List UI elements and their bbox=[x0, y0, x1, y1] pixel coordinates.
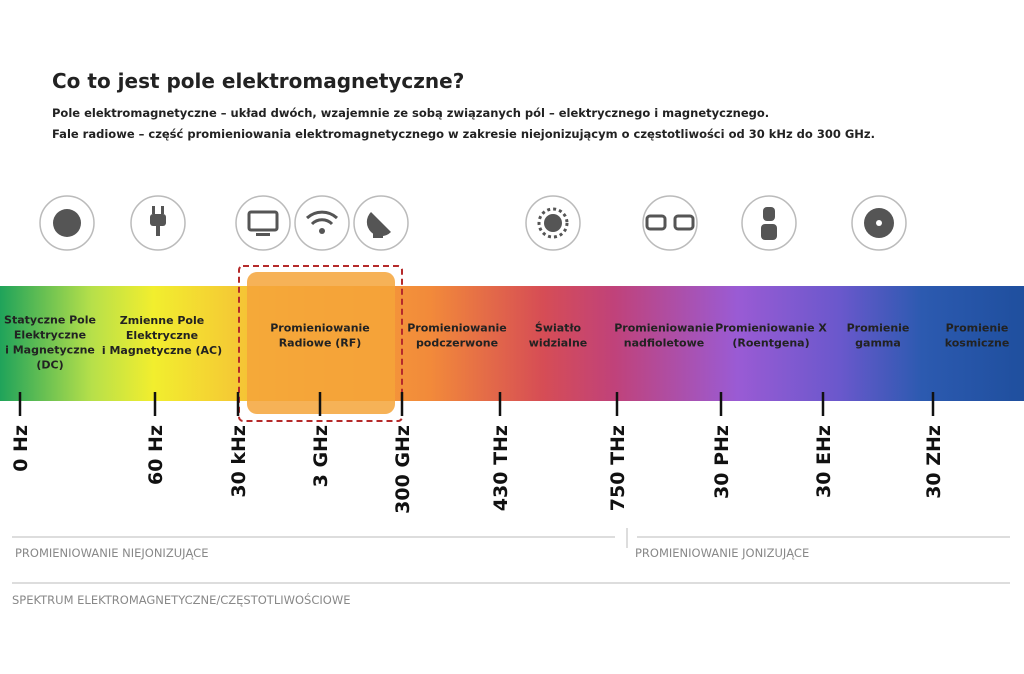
band-label: Elektryczne bbox=[14, 329, 86, 342]
band-label: Promieniowanie X bbox=[715, 322, 827, 335]
rf-frame bbox=[238, 265, 403, 422]
band-label: Promieniowanie bbox=[407, 322, 507, 335]
frequency-label: 430 THz bbox=[490, 425, 512, 511]
band-label: Światło bbox=[535, 322, 582, 335]
band-label: Promienie bbox=[946, 322, 1009, 335]
frequency-label: 60 Hz bbox=[145, 425, 167, 485]
frequency-label: 30 EHz bbox=[813, 425, 835, 498]
frequency-label: 300 GHz bbox=[392, 425, 414, 514]
band-label: podczerwone bbox=[416, 337, 498, 350]
band-label: Statyczne Pole bbox=[4, 314, 96, 327]
band-label: kosmiczne bbox=[945, 337, 1010, 350]
range-label: PROMIENIOWANIE NIEJONIZUJĄCE bbox=[15, 546, 208, 560]
subtitle: Pole elektromagnetyczne – układ dwóch, w… bbox=[52, 106, 769, 120]
band-label: Zmienne Pole bbox=[120, 314, 204, 327]
frequency-ticks: 0 Hz 60 Hz 30 kHz 3 GHz 300 GHz 430 THz 750 TH… bbox=[10, 392, 945, 514]
icons bbox=[39, 195, 907, 251]
band-label: Promieniowanie bbox=[614, 322, 714, 335]
band-label: nadfioletowe bbox=[624, 337, 705, 350]
spectrum-bar bbox=[0, 286, 1024, 401]
frequency-label: 0 Hz bbox=[10, 425, 32, 472]
band-label: Promienie bbox=[847, 322, 910, 335]
band-label: Radiowe (RF) bbox=[279, 337, 362, 350]
caption: SPEKTRUM ELEKTROMAGNETYCZNE/CZĘSTOTLIWOŚ… bbox=[12, 592, 350, 607]
band-label: Elektryczne bbox=[126, 329, 198, 342]
frequency-label: 3 GHz bbox=[310, 425, 332, 487]
rf-highlight bbox=[247, 272, 395, 414]
band-label: (DC) bbox=[36, 359, 63, 372]
frequency-label: 30 PHz bbox=[711, 425, 733, 499]
band-label: Promieniowanie bbox=[270, 322, 370, 335]
band-labels: Statyczne Pole Elektryczne i Magnetyczne (D… bbox=[4, 314, 1009, 372]
band-label: i Magnetyczne (AC) bbox=[102, 344, 222, 357]
band-label: i Magnetyczne bbox=[5, 344, 95, 357]
band-label: gamma bbox=[855, 337, 901, 350]
band-label: (Roentgena) bbox=[732, 337, 809, 350]
band-label: widzialne bbox=[529, 337, 587, 350]
frequency-label: 750 THz bbox=[607, 425, 629, 511]
frequency-label: 30 kHz bbox=[228, 425, 250, 498]
title: Co to jest pole elektromagnetyczne? bbox=[52, 69, 464, 93]
range-label: PROMIENIOWANIE JONIZUJĄCE bbox=[635, 546, 809, 560]
subtitle: Fale radiowe – część promieniowania elek… bbox=[52, 127, 875, 141]
frequency-label: 30 ZHz bbox=[923, 425, 945, 499]
